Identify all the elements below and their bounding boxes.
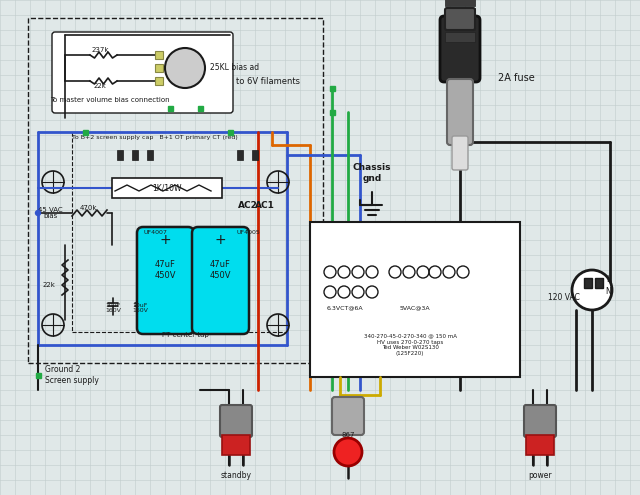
Bar [117, 150, 123, 160]
Text: Ground 2
Screen supply: Ground 2 Screen supply [45, 365, 99, 385]
Text: standby: standby [221, 472, 252, 481]
Bar [310, 222, 520, 377]
Circle shape [35, 210, 40, 215]
Bar [330, 109, 335, 114]
Text: 5VAC@3A: 5VAC@3A [400, 305, 430, 310]
FancyBboxPatch shape [52, 32, 233, 113]
Bar [222, 435, 250, 455]
Text: 6.3VCT@6A: 6.3VCT@6A [326, 305, 364, 310]
Text: To master volume bias connection: To master volume bias connection [50, 97, 170, 103]
Bar [252, 150, 258, 160]
Text: 867: 867 [341, 432, 355, 438]
Text: 10uF
160V: 10uF 160V [132, 302, 148, 313]
Text: Chassis
gnd: Chassis gnd [353, 163, 391, 183]
FancyBboxPatch shape [452, 136, 468, 170]
Text: +: + [159, 233, 171, 247]
Text: UF4007: UF4007 [143, 230, 167, 235]
Bar [198, 105, 202, 110]
Bar [445, 0, 475, 6]
Circle shape [165, 48, 205, 88]
Text: 25KL bias ad: 25KL bias ad [210, 63, 259, 72]
Bar [83, 130, 88, 135]
Bar [155, 77, 163, 85]
Text: 47uF
450V: 47uF 450V [154, 260, 176, 280]
FancyBboxPatch shape [332, 397, 364, 435]
Text: 45 VAC
bias: 45 VAC bias [38, 206, 62, 219]
Text: 10uF
160V: 10uF 160V [105, 302, 121, 313]
Bar [72, 132, 287, 332]
Text: AC2: AC2 [238, 200, 258, 209]
FancyBboxPatch shape [447, 79, 473, 145]
Text: 120 VAC: 120 VAC [548, 294, 580, 302]
Bar [595, 278, 603, 288]
Bar [330, 86, 335, 91]
Text: 2A fuse: 2A fuse [498, 73, 535, 83]
Text: 1K/10W: 1K/10W [152, 184, 182, 193]
Bar [147, 150, 153, 160]
Text: 22k: 22k [42, 282, 55, 288]
Text: UF4005: UF4005 [236, 230, 260, 235]
Bar [132, 150, 138, 160]
Text: to 6V filaments: to 6V filaments [236, 78, 300, 87]
FancyBboxPatch shape [445, 8, 475, 30]
Text: 47uF
450V: 47uF 450V [209, 260, 231, 280]
Bar [35, 373, 40, 378]
Text: N: N [605, 288, 611, 297]
FancyBboxPatch shape [220, 405, 252, 437]
Bar [584, 278, 592, 288]
Text: AC1: AC1 [255, 200, 275, 209]
Bar [155, 64, 163, 72]
Text: PT center tap: PT center tap [162, 332, 209, 338]
Bar [445, 32, 475, 42]
Circle shape [572, 270, 612, 310]
Text: 470k: 470k [79, 205, 97, 211]
Bar [112, 178, 222, 198]
Bar [168, 105, 173, 110]
Text: L: L [606, 276, 610, 285]
FancyBboxPatch shape [137, 227, 194, 334]
Text: 22k: 22k [93, 83, 106, 89]
Circle shape [334, 438, 362, 466]
Bar [155, 51, 163, 59]
Text: To B+2 screen supply cap   B+1 OT primary CT (red): To B+2 screen supply cap B+1 OT primary … [72, 136, 238, 141]
FancyBboxPatch shape [440, 16, 480, 82]
Text: power: power [528, 472, 552, 481]
Text: 237k: 237k [92, 47, 109, 53]
FancyBboxPatch shape [192, 227, 249, 334]
Bar [28, 18, 323, 363]
Text: +: + [214, 233, 226, 247]
Bar [526, 435, 554, 455]
Bar [445, 20, 475, 30]
FancyBboxPatch shape [524, 405, 556, 437]
Bar [227, 130, 232, 135]
Bar [237, 150, 243, 160]
Bar [445, 8, 475, 18]
Text: 340-270-45-0-270-340 @ 150 mA
HV uses 270-0-270 taps
Ted Weber W02S130
(125F220): 340-270-45-0-270-340 @ 150 mA HV uses 27… [364, 334, 456, 356]
